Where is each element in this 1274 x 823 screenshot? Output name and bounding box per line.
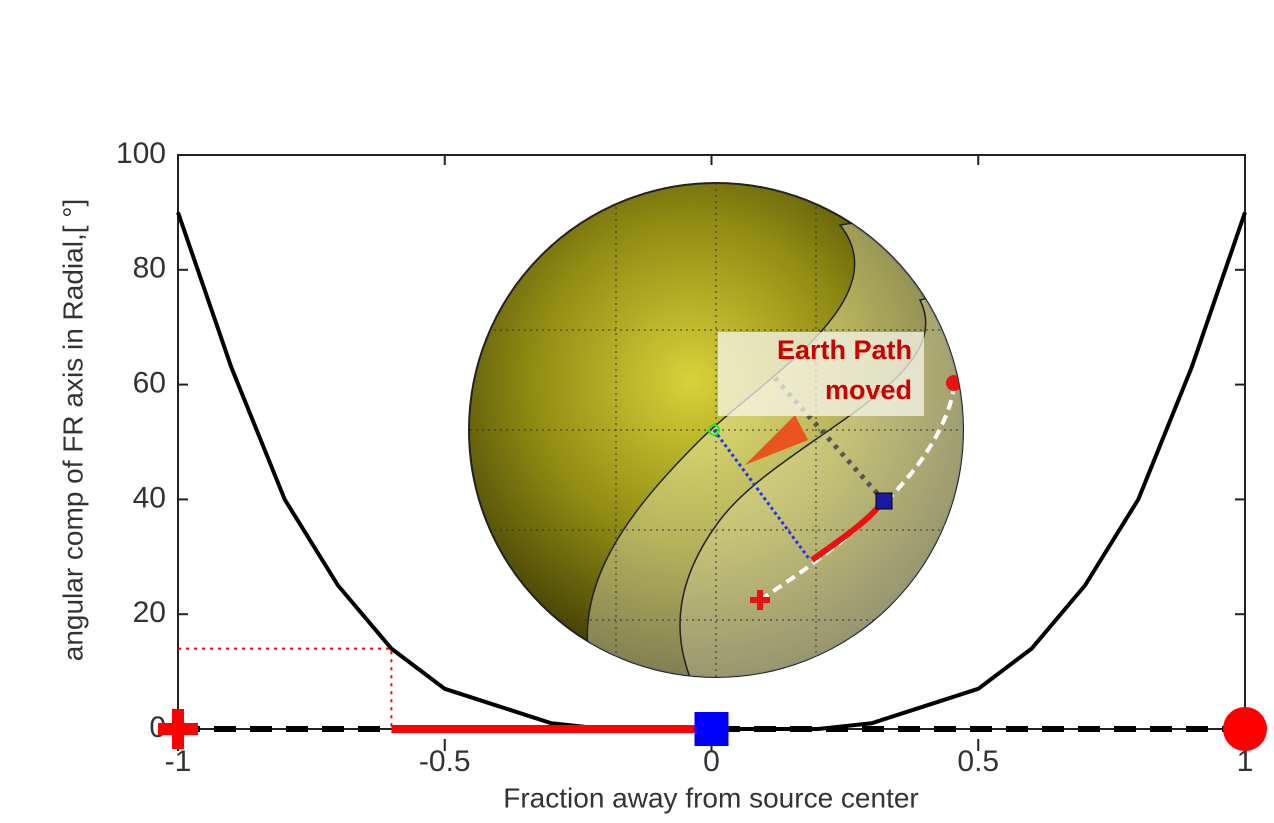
inset-image: Earth Path moved — [468, 182, 964, 678]
point-marker — [694, 712, 729, 746]
y-tick-label: 20 — [133, 596, 166, 629]
y-axis-label: angular comp of FR axis in Radial,[ °] — [57, 199, 88, 662]
y-tick-label: 40 — [133, 481, 166, 514]
y-tick-label: 0 — [149, 711, 166, 744]
inset-annotation: moved — [825, 375, 912, 405]
point-marker — [1223, 707, 1267, 751]
data-line — [178, 647, 393, 729]
x-axis-label: Fraction away from source center — [503, 782, 919, 813]
point-marker — [158, 709, 198, 749]
x-tick-label: 1 — [1237, 745, 1254, 778]
y-tick-label: 80 — [133, 252, 166, 285]
x-tick-label: 0 — [703, 745, 720, 778]
y-tick-label: 60 — [133, 367, 166, 400]
inset-annotation: Earth Path — [777, 335, 912, 365]
foreground — [158, 647, 1267, 751]
y-tick-label: 100 — [116, 137, 166, 170]
